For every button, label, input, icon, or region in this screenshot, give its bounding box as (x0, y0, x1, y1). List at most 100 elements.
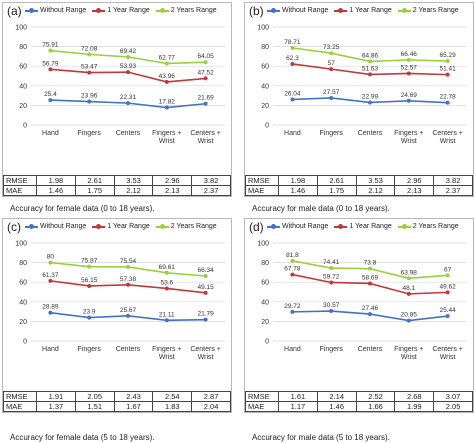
data-label: 26.04 (284, 90, 301, 97)
data-label: 64.86 (362, 52, 379, 59)
y-tick-label: 60 (19, 64, 27, 71)
metric-value: 2.14 (316, 391, 357, 402)
without-range-point (126, 101, 130, 106)
one-year-range-point (87, 283, 92, 288)
data-label: 56.15 (81, 277, 98, 284)
without-range-point (329, 95, 334, 100)
x-tick-label: Fingers (320, 130, 344, 137)
data-label: 81.8 (286, 252, 299, 259)
data-label: 62.77 (159, 54, 176, 61)
y-tick-label: 0 (265, 123, 269, 130)
metric-value: 1.99 (394, 401, 435, 412)
two-years-range-point (87, 52, 92, 57)
without-range-point (203, 101, 208, 106)
x-tick-label: Wrist (401, 138, 417, 145)
two-years-range-point (329, 266, 334, 271)
legend-swatch (92, 223, 106, 229)
y-tick-label: 20 (261, 319, 269, 326)
metric-value: 2.61 (74, 175, 115, 186)
x-tick-label: Centers + (432, 346, 463, 353)
y-tick-label: 60 (261, 64, 269, 71)
metric-value: 1.83 (152, 401, 193, 412)
data-label: 43.96 (159, 73, 176, 80)
chart-panel: 0 20 40 60 80 100 Hand Fingers Centers Fingers + W… (244, 218, 474, 413)
metric-value: 3.82 (191, 175, 231, 186)
panel-label: (c) (7, 220, 21, 234)
data-label: 75.54 (120, 258, 137, 265)
data-label: 22.78 (439, 94, 456, 101)
data-label: 58.69 (362, 274, 379, 281)
x-tick-label: Wrist (440, 138, 456, 145)
legend-swatch (155, 7, 169, 13)
metrics-table: RMSE 1.98 2.61 3.53 2.96 3.82 MAE 1.46 1.75 2.12 2… (245, 175, 473, 196)
data-label: 25.44 (439, 307, 456, 314)
metric-value: 3.53 (355, 175, 396, 186)
metric-name: RMSE (245, 391, 279, 402)
legend-swatch (25, 7, 38, 13)
table-row: MAE 1.46 1.75 2.12 2.13 2.37 (245, 185, 473, 196)
metric-value: 2.43 (113, 391, 154, 402)
x-tick-label: Centers + (432, 130, 463, 137)
one-year-range-point (329, 280, 334, 285)
data-label: 27.57 (323, 89, 340, 96)
data-label: 23.96 (81, 93, 98, 100)
metrics-table: RMSE 1.61 2.14 2.52 2.68 3.07 MAE 1.17 1.46 1.66 1… (245, 391, 473, 412)
table-row: MAE 1.37 1.51 1.67 1.83 2.04 (3, 401, 231, 412)
table-row: RMSE 1.98 2.61 3.53 2.96 3.82 (245, 175, 473, 186)
data-label: 49.62 (439, 283, 456, 290)
metric-value: 2.12 (355, 185, 396, 196)
data-label: 67 (444, 266, 452, 273)
metric-value: 1.51 (74, 401, 115, 412)
legend-swatch (92, 7, 106, 13)
legend: Without Range 1 Year Range 2 Years Range (267, 223, 459, 230)
data-label: 73.25 (323, 44, 340, 51)
legend-label: 2 Years Range (170, 7, 217, 14)
data-label: 75.91 (42, 42, 59, 49)
legend-item-two-years-range: 2 Years Range (397, 223, 459, 230)
y-tick-label: 80 (261, 44, 269, 51)
x-tick-label: Fingers (78, 130, 102, 137)
x-tick-label: Centers + (190, 346, 221, 353)
legend-swatch (334, 223, 348, 229)
data-label: 21.69 (197, 95, 214, 102)
y-tick-label: 0 (23, 339, 27, 346)
without-range-point (368, 312, 372, 317)
data-label: 66.34 (197, 267, 214, 274)
x-tick-label: Wrist (401, 354, 417, 361)
without-range-point (368, 100, 372, 105)
data-label: 29.72 (284, 303, 301, 310)
without-range-point (48, 98, 53, 103)
data-label: 67.78 (284, 266, 301, 273)
one-year-range-point (203, 76, 208, 81)
table-row: RMSE 1.91 2.05 2.43 2.54 2.87 (3, 391, 231, 402)
two-years-range-point (126, 264, 130, 269)
x-tick-label: Fingers + (394, 346, 423, 353)
legend-item-two-years-range: 2 Years Range (397, 7, 459, 14)
two-years-range-point (164, 270, 169, 275)
two-years-range-point (126, 54, 130, 59)
two-years-range-point (368, 266, 372, 271)
table-row: RMSE 1.61 2.14 2.52 2.68 3.07 (245, 391, 473, 402)
legend-item-without-range: Without Range (25, 7, 86, 14)
legend-label: Without Range (282, 7, 329, 14)
one-year-range-point (290, 61, 295, 66)
data-label: 25.67 (120, 307, 137, 314)
legend-item-without-range: Without Range (25, 223, 86, 230)
legend-swatch (267, 7, 280, 13)
legend-item-two-years-range: 2 Years Range (155, 7, 217, 14)
metric-name: RMSE (3, 175, 37, 186)
legend-label: 2 Years Range (412, 7, 459, 14)
two-years-range-point (290, 258, 295, 263)
chart-panel: 0 20 40 60 80 100 Hand Fingers Centers Fingers + W… (244, 2, 474, 197)
chart-panel: 0 20 40 60 80 100 Hand Fingers Centers Fingers + W… (2, 2, 232, 197)
data-label: 62.3 (286, 55, 299, 62)
metric-value: 2.52 (355, 391, 396, 402)
chart-caption: Accuracy for male data (0 to 18 years). (252, 204, 390, 213)
one-year-range-point (368, 281, 372, 286)
legend-label: Without Range (282, 223, 329, 230)
x-tick-label: Fingers (78, 346, 102, 353)
metric-value: 3.07 (433, 391, 473, 402)
chart-panel: 0 20 40 60 80 100 Hand Fingers Centers Fingers + W… (2, 218, 232, 413)
legend: Without Range 1 Year Range 2 Years Range (25, 7, 217, 14)
